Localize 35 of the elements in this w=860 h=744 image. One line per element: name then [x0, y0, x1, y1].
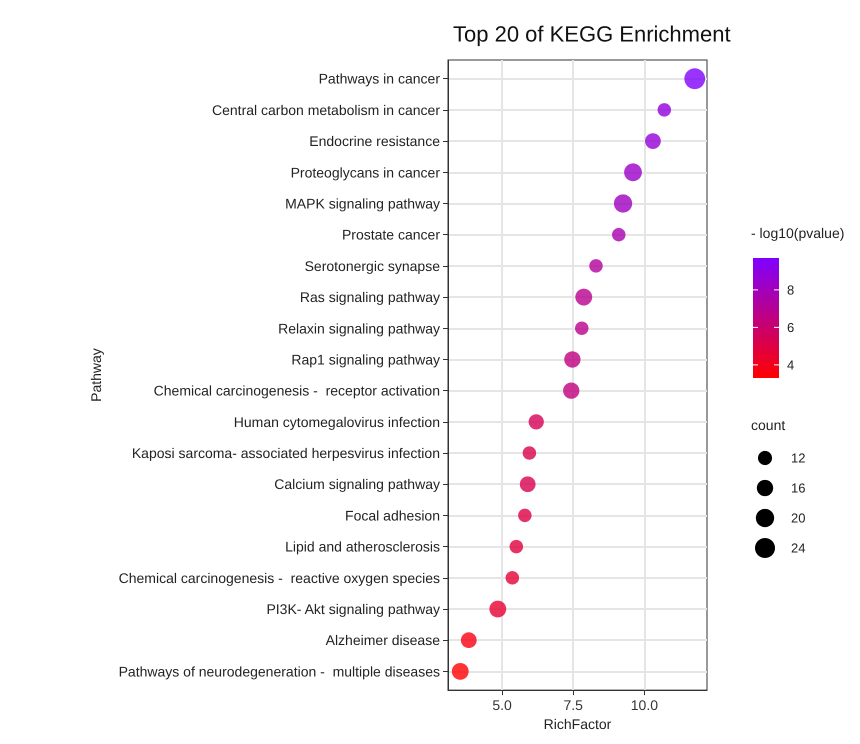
y-tick-label: Lipid and atherosclerosis — [285, 538, 440, 555]
y-tick-label: Central carbon metabolism in cancer — [212, 102, 440, 118]
y-tick-label: Prostate cancer — [342, 226, 440, 243]
legend-label: 24 — [791, 540, 806, 556]
x-tick-label: 5.0 — [492, 697, 512, 714]
y-tick-label: Ras signaling pathway — [300, 289, 440, 306]
color-bar-label: 4 — [787, 357, 794, 372]
x-tick-label: 10.0 — [630, 697, 658, 714]
y-tick-label: PI3K- Akt signaling pathway — [266, 601, 440, 617]
y-tick-label: Rap1 signaling pathway — [291, 351, 440, 368]
y-axis-title: Pathway — [88, 348, 104, 402]
color-bar-label: 6 — [787, 320, 794, 335]
legend-title: count — [751, 417, 786, 433]
y-tick-label: Calcium signaling pathway — [274, 476, 440, 492]
y-tick-label: Human cytomegalovirus infection — [234, 414, 440, 430]
y-tick-label: Focal adhesion — [345, 507, 440, 524]
legend-label: 12 — [791, 450, 806, 466]
legend-label: 16 — [791, 480, 806, 496]
y-tick-label: Pathways in cancer — [318, 70, 440, 87]
color-bar-label: 8 — [787, 282, 794, 298]
y-tick-label: MAPK signaling pathway — [285, 195, 440, 212]
y-tick-label: Alzheimer disease — [326, 632, 440, 648]
x-tick-label: 7.5 — [563, 697, 584, 714]
y-tick-label: Kaposi sarcoma- associated herpesvirus infection — [132, 445, 440, 462]
y-tick-label: Pathways of neurodegeneration - multiple diseases — [118, 663, 440, 680]
chart-title: Top 20 of KEGG Enrichment — [453, 22, 731, 46]
y-tick-label: Proteoglycans in cancer — [290, 164, 440, 180]
legend-label: 20 — [791, 510, 806, 526]
x-axis-title: RichFactor — [544, 716, 612, 732]
color-bar-title: - log10(pvalue) — [751, 225, 844, 241]
y-tick-label: Relaxin signaling pathway — [278, 320, 440, 336]
y-tick-label: Chemical carcinogenesis - reactive oxygen species — [118, 570, 440, 586]
y-tick-label: Endocrine resistance — [309, 133, 440, 150]
y-tick-label: Serotonergic synapse — [304, 258, 440, 274]
y-tick-label: Chemical carcinogenesis - receptor activation — [154, 382, 440, 399]
